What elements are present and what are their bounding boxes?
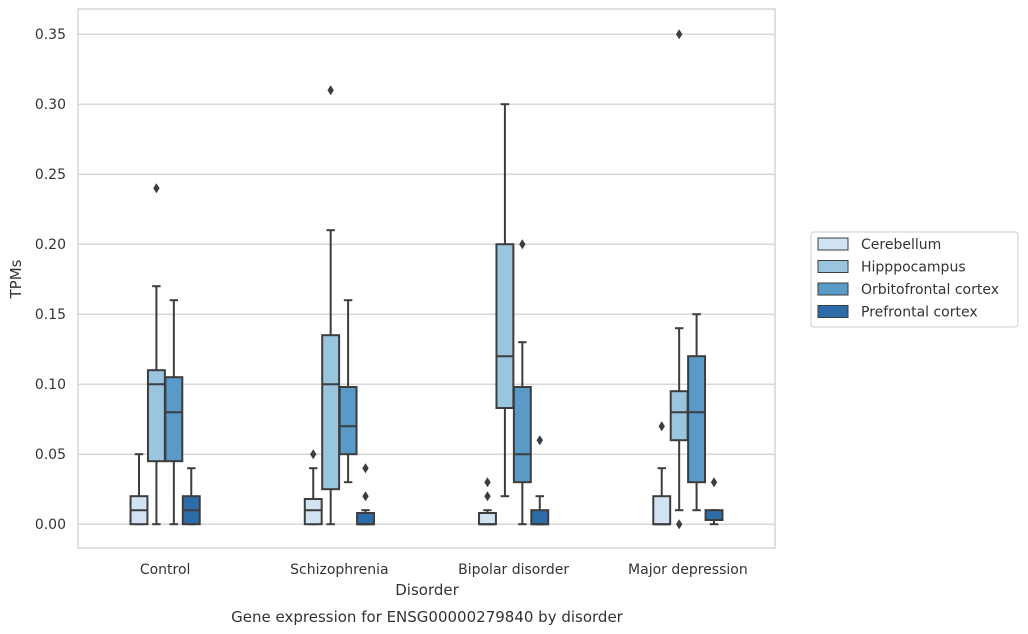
y-tick-label: 0.15 bbox=[35, 307, 66, 323]
box-group bbox=[704, 477, 724, 526]
box bbox=[530, 509, 550, 526]
box bbox=[338, 386, 358, 456]
box bbox=[478, 512, 497, 526]
y-axis-title: TPMs bbox=[7, 259, 25, 299]
box-group bbox=[530, 435, 550, 526]
outlier-point bbox=[675, 29, 683, 40]
outlier-point bbox=[484, 477, 491, 488]
box-group bbox=[687, 313, 707, 512]
box-group bbox=[338, 299, 358, 484]
box bbox=[495, 243, 515, 409]
x-tick-label: Major depression bbox=[628, 562, 748, 578]
legend-label: Orbitofrontal cortex bbox=[861, 282, 999, 298]
box-group bbox=[321, 85, 341, 526]
outlier-point bbox=[153, 183, 160, 194]
box-group bbox=[129, 453, 149, 526]
y-tick-label: 0.00 bbox=[35, 517, 66, 533]
box-group bbox=[164, 299, 184, 526]
outlier-point bbox=[710, 477, 718, 488]
x-axis-title: Disorder bbox=[395, 581, 459, 599]
box bbox=[356, 512, 375, 526]
y-tick-label: 0.25 bbox=[35, 167, 66, 183]
box bbox=[512, 386, 532, 484]
legend-swatch bbox=[817, 260, 849, 273]
legend: Cerebellum Hipppocampus Orbitofrontal cort… bbox=[810, 231, 1019, 328]
box bbox=[321, 334, 341, 491]
outlier-point bbox=[362, 463, 369, 474]
x-tick-label: Bipolar disorder bbox=[458, 562, 569, 578]
box-group bbox=[495, 103, 515, 498]
box bbox=[704, 509, 724, 522]
box-group bbox=[512, 239, 532, 526]
box-group bbox=[303, 449, 323, 526]
y-tick-label: 0.35 bbox=[35, 27, 66, 43]
outlier-point bbox=[675, 519, 683, 530]
box-group bbox=[478, 477, 497, 526]
box bbox=[669, 390, 689, 442]
x-tick-labels: Control Schizophrenia Bipolar disorder Majo… bbox=[140, 562, 748, 578]
box-group bbox=[181, 467, 201, 526]
legend-label: Hipppocampus bbox=[861, 260, 966, 276]
legend-frame bbox=[810, 231, 1019, 328]
y-tick-label: 0.20 bbox=[35, 237, 66, 253]
outlier-point bbox=[327, 85, 334, 96]
box bbox=[303, 498, 323, 526]
y-tick-label: 0.05 bbox=[35, 447, 66, 463]
box bbox=[164, 376, 184, 463]
y-tick-label: 0.10 bbox=[35, 377, 66, 393]
box-group bbox=[146, 183, 166, 526]
x-tick-label: Schizophrenia bbox=[290, 562, 388, 578]
outlier-point bbox=[658, 421, 665, 432]
legend-swatch bbox=[817, 282, 849, 296]
outlier-point bbox=[484, 491, 491, 502]
x-tick-label: Control bbox=[140, 562, 191, 578]
legend-label: Cerebellum bbox=[861, 237, 941, 253]
outlier-point bbox=[519, 239, 526, 250]
legend-swatch bbox=[817, 237, 849, 251]
y-tick-label: 0.30 bbox=[35, 97, 66, 113]
box-group bbox=[669, 29, 689, 530]
y-tick-labels: 0.00 0.05 0.10 0.15 0.20 0.25 0.30 0.35 bbox=[35, 27, 66, 533]
outlier-point bbox=[536, 435, 543, 446]
box bbox=[687, 355, 707, 484]
box-group bbox=[652, 421, 672, 526]
chart-caption: Gene expression for ENSG00000279840 by d… bbox=[231, 608, 624, 626]
outlier-point bbox=[310, 449, 317, 460]
plot-area-frame bbox=[77, 8, 776, 549]
legend-label: Prefrontal cortex bbox=[861, 305, 978, 321]
box-group bbox=[356, 463, 375, 526]
outlier-point bbox=[362, 491, 369, 502]
box-series bbox=[129, 29, 724, 530]
box bbox=[652, 495, 672, 526]
legend-swatch bbox=[817, 305, 849, 318]
